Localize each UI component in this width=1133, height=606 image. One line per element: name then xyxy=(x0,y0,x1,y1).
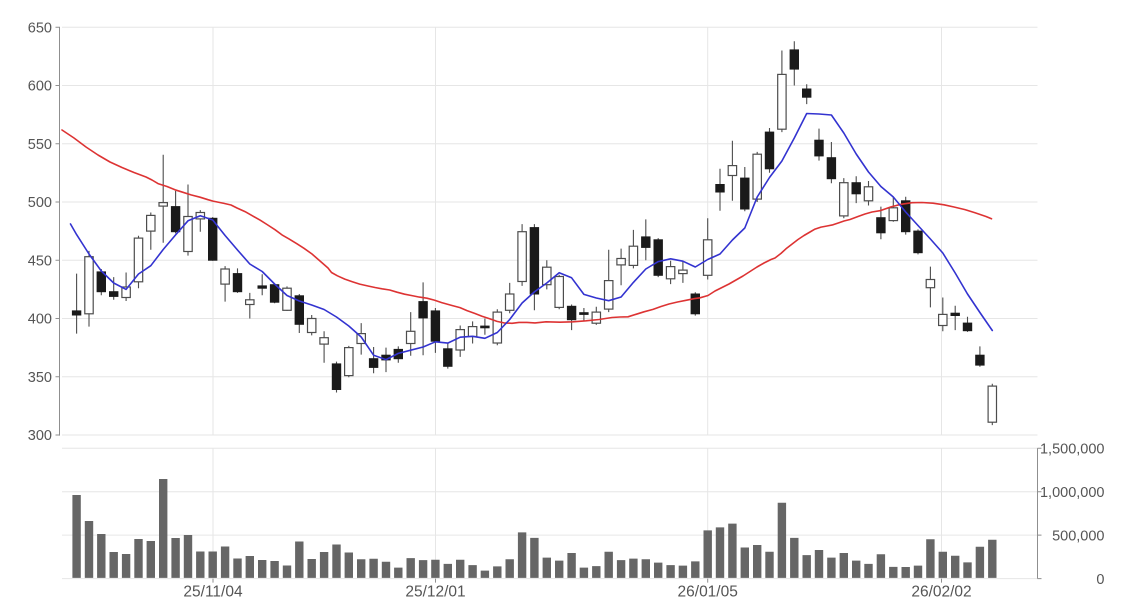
svg-text:1,000,000: 1,000,000 xyxy=(1040,485,1105,501)
svg-text:500,000: 500,000 xyxy=(1052,528,1104,544)
svg-text:1,500,000: 1,500,000 xyxy=(1040,441,1105,457)
svg-text:26/02/02: 26/02/02 xyxy=(911,584,971,601)
svg-text:0: 0 xyxy=(1096,572,1104,588)
svg-text:600: 600 xyxy=(28,79,52,95)
svg-text:400: 400 xyxy=(28,312,52,328)
svg-text:500: 500 xyxy=(28,195,52,211)
svg-text:650: 650 xyxy=(28,20,52,36)
svg-text:300: 300 xyxy=(28,428,52,444)
svg-text:25/11/04: 25/11/04 xyxy=(183,584,243,601)
svg-text:450: 450 xyxy=(28,253,52,269)
svg-text:350: 350 xyxy=(28,370,52,386)
svg-text:550: 550 xyxy=(28,137,52,153)
svg-text:25/12/01: 25/12/01 xyxy=(405,584,465,601)
svg-text:26/01/05: 26/01/05 xyxy=(678,584,738,601)
